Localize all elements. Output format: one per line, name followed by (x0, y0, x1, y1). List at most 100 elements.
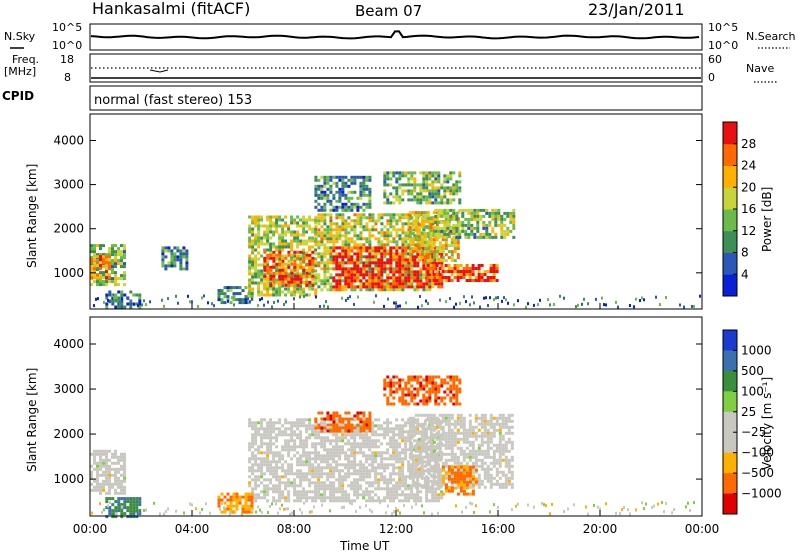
power-cell (260, 278, 264, 282)
velocity-cell (504, 449, 508, 453)
velocity-cell (93, 458, 96, 462)
velocity-cell (429, 431, 433, 435)
power-cell (473, 217, 477, 221)
velocity-cell (260, 463, 264, 467)
power-cell (365, 270, 369, 274)
velocity-cell (311, 481, 315, 485)
power-cell (459, 276, 463, 279)
power-cell (272, 280, 276, 284)
power-cell (443, 235, 447, 239)
power-cell (423, 232, 427, 236)
power-cell (506, 229, 510, 233)
power-cell (359, 219, 363, 223)
power-cell (450, 250, 454, 254)
power-cell (314, 252, 318, 256)
velocity-cell (471, 428, 475, 432)
velocity-cell (314, 457, 318, 461)
power-cell (432, 267, 436, 270)
velocity-cell (272, 466, 276, 470)
power-cell (263, 283, 267, 287)
power-cell (450, 256, 454, 260)
power-cell (114, 244, 117, 248)
power-cell (305, 253, 309, 257)
power-cell (266, 242, 270, 246)
power-cell (465, 279, 469, 282)
velocity-cell (453, 434, 457, 438)
power-cell (362, 184, 366, 188)
power-cell (341, 252, 345, 256)
power-cell (320, 196, 324, 200)
velocity-cell (251, 424, 255, 428)
power-cell (452, 214, 456, 218)
power-cell (494, 223, 498, 227)
power-cell (408, 211, 412, 215)
velocity-cell (359, 466, 363, 470)
power-cell (464, 223, 468, 227)
power-cell (335, 181, 339, 185)
velocity-cell (365, 475, 369, 479)
velocity-cell (341, 499, 345, 503)
velocity-cell (287, 484, 291, 488)
power-cell (416, 219, 420, 223)
velocity-cell (362, 469, 366, 473)
power-near-range-cell (527, 302, 529, 306)
power-cell (329, 222, 333, 226)
power-cell (302, 259, 306, 263)
velocity-cell (317, 451, 321, 455)
power-cell (123, 256, 126, 260)
power-near-range-cell (617, 305, 619, 309)
power-cell (344, 255, 348, 259)
power-cell (251, 266, 255, 270)
power-near-range-cell (539, 298, 541, 302)
power-cell (359, 267, 363, 271)
power-cell (170, 264, 174, 268)
power-cell (332, 196, 336, 200)
power-cell (446, 208, 450, 212)
power-cell (305, 239, 309, 243)
velocity-cell (371, 460, 375, 464)
velocity-cell (468, 482, 472, 486)
power-cell (431, 171, 435, 175)
velocity-cell (102, 482, 105, 486)
power-cell (281, 239, 285, 243)
velocity-cell (350, 472, 354, 476)
power-cell (476, 211, 480, 215)
power-cell (458, 186, 462, 190)
velocity-cell (417, 473, 421, 477)
power-cell (278, 250, 282, 254)
velocity-cell (486, 449, 490, 453)
velocity-cell (432, 476, 436, 480)
power-cell (254, 239, 258, 243)
power-cell (96, 268, 99, 272)
velocity-cell (444, 431, 448, 435)
power-cell (260, 290, 264, 294)
velocity-cell (269, 439, 273, 443)
power-cell (347, 240, 351, 244)
power-cell (437, 177, 441, 181)
velocity-cell (395, 448, 399, 452)
power-cell (408, 250, 412, 254)
power-cell (414, 211, 418, 215)
power-cell (344, 249, 348, 253)
power-cell (411, 241, 415, 245)
velocity-cell (266, 460, 270, 464)
cpid-label: CPID (2, 89, 34, 103)
power-cell (368, 196, 372, 200)
power-cell (123, 274, 126, 278)
power-cell (512, 214, 516, 218)
power-cell (323, 202, 327, 206)
power-near-range-cell (189, 300, 191, 304)
power-cell (435, 250, 439, 254)
power-cell (170, 249, 174, 253)
power-near-range-cell (581, 302, 583, 306)
velocity-cell (329, 472, 333, 476)
power-cell (404, 171, 408, 175)
velocity-cell (420, 458, 424, 462)
velocity-cell (332, 460, 336, 464)
power-cell (117, 283, 120, 287)
power-cell (108, 247, 111, 251)
power-cell (434, 189, 438, 193)
velocity-cell (495, 446, 499, 450)
velocity-cell (501, 419, 505, 423)
power-cell (437, 211, 441, 215)
